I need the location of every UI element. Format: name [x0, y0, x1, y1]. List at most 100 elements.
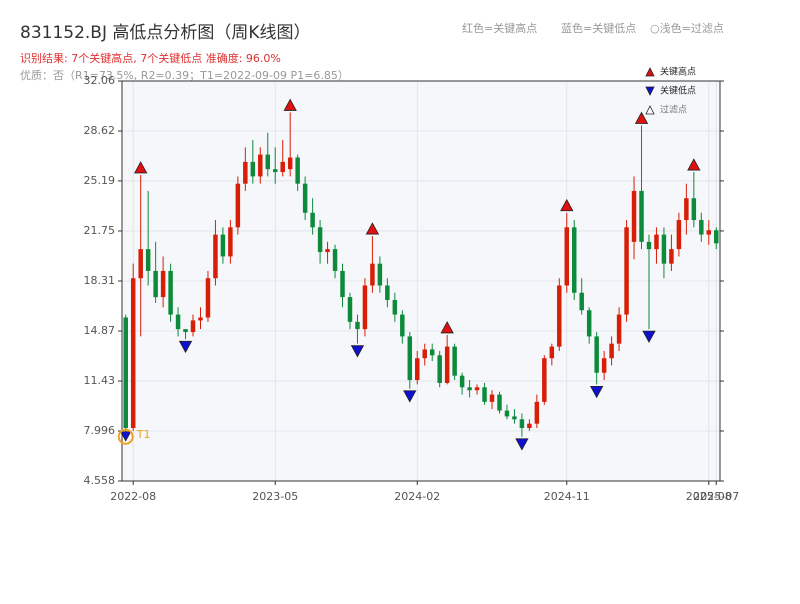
candle-body: [377, 263, 383, 286]
candle-body: [624, 227, 629, 315]
y-tick-label: 21.75: [84, 224, 116, 237]
candle-body: [198, 317, 203, 321]
candle-body: [295, 157, 300, 184]
x-tick-label: 2023-05: [252, 490, 298, 503]
candle-body: [512, 416, 517, 420]
key-high-marker: [365, 222, 380, 235]
key-high-marker: [560, 198, 574, 212]
top-legend: 蓝色=关键低点: [561, 21, 636, 35]
candle-body: [370, 263, 375, 286]
top-legend: 红色=关键高点: [462, 21, 537, 35]
legend-symbol: [645, 105, 655, 115]
candle-body: [519, 419, 525, 429]
y-tick-label: 11.43: [84, 374, 116, 387]
candle-body: [564, 227, 570, 286]
candle-body: [474, 387, 480, 391]
candle-body: [579, 292, 584, 311]
key-high-marker: [134, 161, 148, 174]
x-tick-label: 2024-02: [394, 490, 440, 503]
candle-body: [616, 314, 622, 344]
candle-body: [699, 220, 704, 235]
legend-symbol: [645, 86, 655, 96]
key-low-marker: [589, 385, 604, 399]
candle-body: [534, 401, 540, 424]
candle-body: [130, 278, 136, 429]
candle-body: [452, 346, 457, 376]
y-tick-label: 4.558: [84, 474, 116, 487]
candle-body: [571, 227, 577, 293]
candle-body: [340, 270, 345, 298]
candle-body: [145, 249, 151, 271]
candle-body: [168, 270, 173, 315]
y-tick-label: 32.06: [84, 74, 116, 87]
candle-body: [557, 285, 562, 347]
candle-body: [123, 317, 128, 429]
note: 优质：否（R1=73.5%, R2=0.39；T1=2022-09-09 P1=…: [20, 69, 349, 82]
y-tick-label: 14.87: [84, 324, 116, 337]
candle-body: [654, 234, 659, 250]
candle-body: [325, 249, 330, 253]
candle-body: [258, 154, 263, 177]
plot-frame: [121, 80, 721, 482]
candle-body: [205, 278, 211, 318]
t1-label: T1: [136, 428, 151, 441]
candle-body: [497, 394, 502, 411]
candle-body: [684, 198, 689, 221]
candle-body: [183, 329, 188, 333]
candle-body: [489, 394, 495, 402]
key-low-marker: [515, 438, 529, 451]
candle-body: [601, 358, 607, 373]
chart-title: 831152.BJ 高低点分析图（周K线图）: [20, 23, 311, 43]
candle-body: [691, 198, 697, 221]
candle-body: [594, 336, 599, 373]
candle-body: [437, 355, 442, 383]
candle-body: [243, 161, 248, 184]
key-low-marker: [178, 340, 193, 354]
candle-body: [310, 212, 315, 228]
x-tick-label: 2022-08: [110, 490, 156, 503]
candle-body: [400, 314, 405, 337]
candle-body: [220, 234, 226, 257]
candle-body: [714, 230, 719, 244]
key-high-marker: [283, 98, 297, 111]
candle-body: [160, 270, 166, 298]
subtitle: 识别结果: 7个关键高点, 7个关键低点 准确度: 96.0%: [20, 51, 281, 65]
key-low-marker: [120, 431, 132, 442]
candle-body: [235, 183, 241, 228]
candle-body: [332, 249, 338, 271]
candle-body: [392, 300, 398, 315]
x-tick-label: 2025-07: [693, 490, 739, 503]
candle-body: [444, 346, 450, 383]
candle-body: [429, 349, 435, 356]
candle-body: [639, 190, 644, 242]
y-tick-label: 7.996: [84, 424, 116, 437]
legend-label: 关键低点: [660, 85, 696, 97]
candle-body: [317, 227, 323, 253]
candle-body: [661, 234, 667, 264]
candle-body: [190, 320, 196, 333]
candle-body: [272, 169, 278, 173]
key-low-marker: [642, 330, 656, 343]
candle-body: [287, 157, 293, 170]
candle-body: [467, 387, 472, 391]
candle-body: [362, 285, 368, 330]
key-low-marker: [350, 345, 365, 358]
candle-body: [347, 297, 353, 322]
candle-body: [213, 234, 218, 279]
candle-body: [355, 321, 360, 330]
candle-body: [676, 220, 682, 250]
candle-body: [669, 249, 674, 264]
t1-marker: [117, 428, 134, 445]
y-tick-label: 18.31: [84, 274, 116, 287]
y-tick-label: 25.19: [84, 174, 116, 187]
candle-body: [250, 161, 256, 177]
key-high-marker: [634, 111, 649, 124]
candle-body: [153, 270, 158, 298]
candle-body: [280, 161, 285, 173]
top-legend: ○浅色=过滤点: [650, 21, 724, 35]
key-high-marker: [687, 158, 701, 171]
candle-body: [459, 375, 465, 388]
candle-body: [586, 310, 592, 337]
candle-body: [527, 423, 532, 429]
candle-body: [482, 387, 487, 402]
